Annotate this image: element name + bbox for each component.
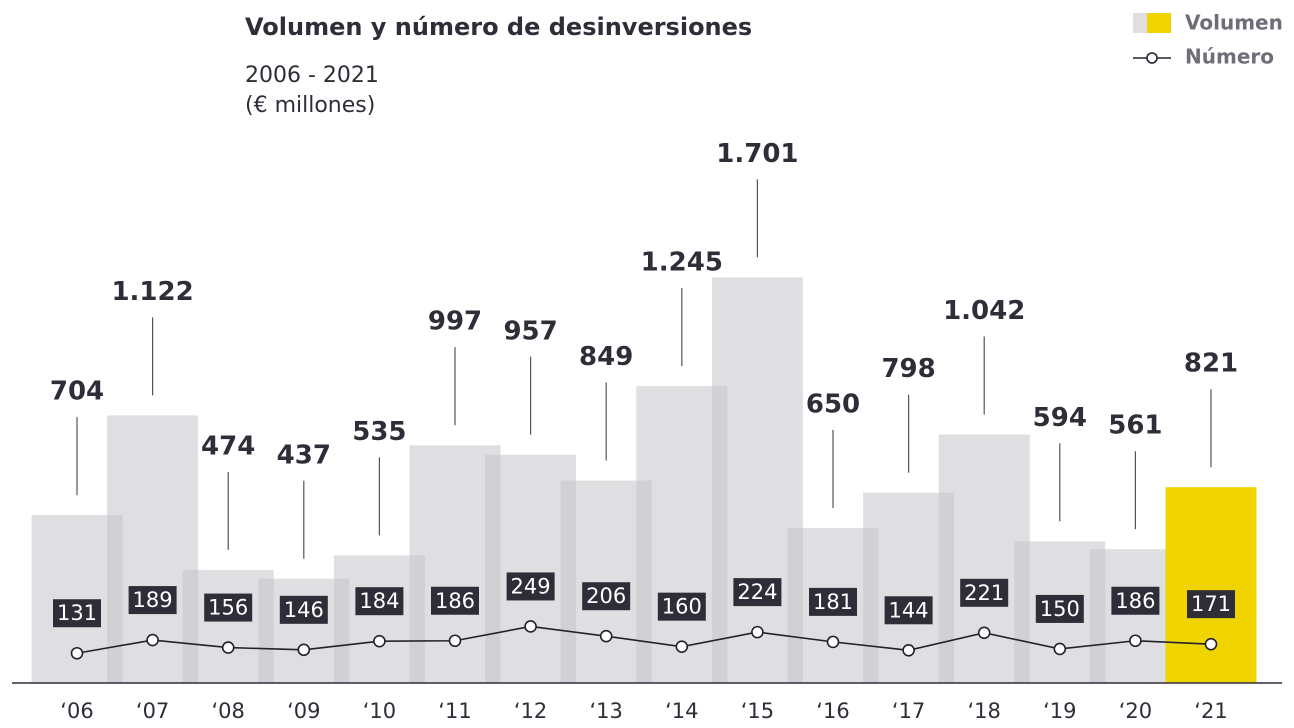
point-label: 221 (964, 581, 1004, 605)
point-label: 186 (435, 589, 475, 613)
bar (1165, 487, 1257, 683)
point (297, 643, 311, 657)
x-tick-label: ‘06 (60, 699, 93, 723)
legend-label: Volumen (1185, 11, 1283, 35)
x-tick-label: ‘17 (892, 699, 925, 723)
point-label: 156 (208, 596, 248, 620)
point (373, 634, 386, 648)
label-box (128, 586, 177, 615)
point (977, 626, 991, 640)
label-box (657, 592, 706, 621)
label-box (1035, 594, 1084, 623)
point (221, 641, 235, 654)
value-label: 849 (579, 342, 633, 372)
label-box (809, 587, 857, 616)
point-label: 224 (737, 580, 777, 604)
x-tick-label: ‘07 (136, 699, 169, 723)
point-label: 131 (57, 601, 97, 625)
line (76, 625, 1212, 655)
label-box (431, 586, 479, 615)
value-label: 997 (428, 307, 482, 337)
label-box (960, 578, 1009, 607)
x-tick-label: ‘11 (438, 699, 471, 723)
point-label: 181 (813, 590, 853, 614)
point-label: 184 (359, 589, 399, 613)
x-tick-label: ‘14 (665, 699, 698, 723)
label-box (506, 572, 555, 601)
point-label: 186 (1115, 589, 1155, 613)
value-label: 1.701 (716, 139, 798, 169)
chart-subtitle: 2006 - 2021 (245, 63, 379, 88)
label-box (53, 599, 101, 628)
point-label: 206 (586, 584, 626, 608)
value-label: 474 (201, 431, 255, 461)
x-tick-label: ‘10 (363, 699, 396, 723)
value-label: 437 (277, 440, 331, 470)
point-label: 160 (662, 595, 702, 619)
point-label: 146 (284, 598, 324, 622)
point (826, 635, 840, 649)
legend-swatch (1147, 13, 1171, 33)
x-tick-label: ‘18 (967, 699, 1000, 723)
point (146, 633, 159, 647)
label-box (204, 593, 253, 622)
value-label: 594 (1033, 403, 1087, 433)
value-label: 704 (50, 377, 104, 407)
unit-label: (€ millones) (245, 93, 375, 118)
value-label: 1.122 (111, 277, 193, 307)
legend-marker (1146, 52, 1158, 64)
point (524, 620, 537, 633)
legend-label: Número (1185, 45, 1274, 69)
value-label: 561 (1108, 411, 1162, 441)
x-tick-label: ‘08 (211, 699, 244, 723)
point (1129, 634, 1142, 648)
label-box (733, 578, 782, 607)
label-box (884, 596, 933, 625)
point (70, 646, 84, 660)
value-label: 535 (352, 417, 406, 447)
point-label: 189 (133, 588, 173, 612)
point-label: 150 (1040, 597, 1080, 621)
point (448, 634, 462, 648)
legend-swatch (1133, 13, 1149, 33)
label-box (279, 595, 328, 624)
x-tick-label: ‘13 (589, 699, 622, 723)
x-tick-label: ‘19 (1043, 699, 1076, 723)
label-box (355, 587, 404, 616)
label-box (1187, 590, 1235, 619)
point (1204, 637, 1218, 651)
value-label: 957 (503, 316, 557, 346)
x-tick-label: ‘21 (1194, 699, 1227, 723)
value-label: 1.245 (641, 248, 723, 278)
point (1053, 642, 1067, 656)
point (675, 640, 689, 653)
point-label: 144 (889, 598, 929, 622)
point (902, 643, 915, 657)
x-tick-label: ‘20 (1119, 699, 1152, 723)
label-box (1111, 586, 1160, 615)
x-tick-label: ‘12 (514, 699, 547, 723)
point (751, 625, 764, 639)
chart-title: Volumen y número de desinversiones (245, 13, 752, 41)
point-label: 249 (511, 574, 551, 598)
x-tick-label: ‘15 (741, 699, 774, 723)
value-label: 798 (881, 354, 935, 384)
value-label: 650 (806, 389, 860, 419)
x-tick-label: ‘16 (816, 699, 849, 723)
point (599, 629, 613, 643)
value-label: 821 (1184, 349, 1238, 379)
point-label: 171 (1191, 592, 1231, 616)
value-label: 1.042 (943, 296, 1025, 326)
label-box (582, 582, 631, 611)
x-tick-label: ‘09 (287, 699, 320, 723)
